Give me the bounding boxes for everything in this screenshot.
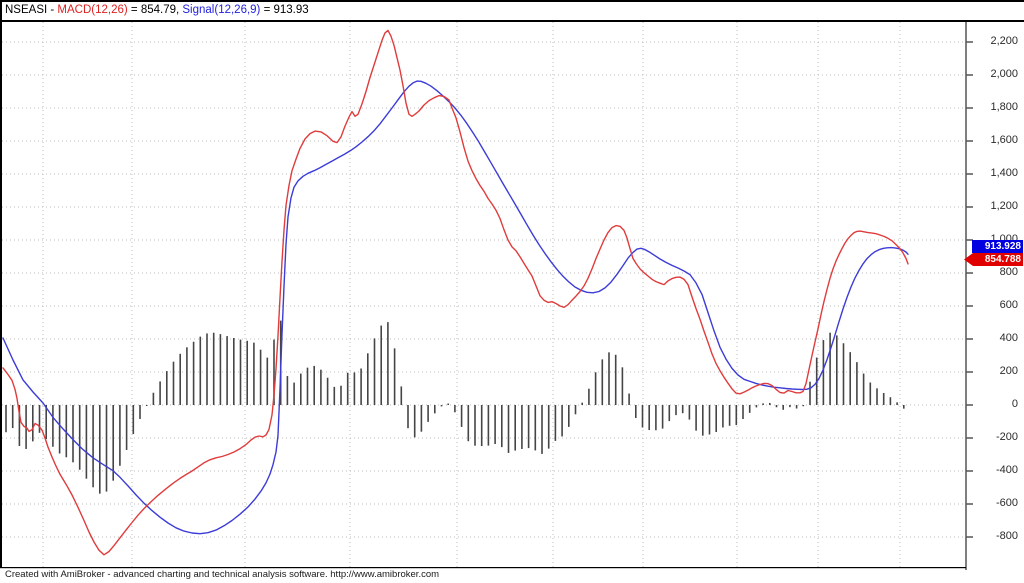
- y-axis-label: 0: [1011, 398, 1018, 410]
- y-axis-label: 1,400: [990, 167, 1018, 179]
- y-axis-label: -200: [995, 431, 1018, 443]
- y-axis-label: 2,200: [990, 35, 1018, 47]
- signal-label: Signal(12,26,9): [182, 4, 261, 16]
- amibroker-credit: Created with AmiBroker - advanced charti…: [5, 569, 440, 580]
- indicator-title: NSEASI - MACD(12,26) = 854.79, Signal(12…: [5, 4, 309, 16]
- macd-value: = 854.79,: [127, 4, 183, 16]
- y-axis-label: 2,000: [990, 68, 1018, 80]
- grid-layer: [2, 22, 966, 567]
- symbol-name: NSEASI -: [5, 4, 58, 16]
- histogram-layer: [5, 320, 905, 494]
- left-border: [0, 0, 2, 567]
- signal-line: [2, 80, 909, 535]
- y-axis-label: -800: [995, 530, 1018, 542]
- y-axis-label: 800: [999, 266, 1018, 278]
- y-axis-label: 1,800: [990, 101, 1018, 113]
- y-axis-label: 400: [999, 332, 1018, 344]
- y-axis-label: 200: [999, 365, 1018, 377]
- signal-value: = 913.93: [260, 4, 309, 16]
- footer-separator: [0, 567, 966, 569]
- title-separator: [0, 20, 1024, 22]
- macd-price-badge: 854.788: [964, 253, 1023, 266]
- y-axis-label: -600: [995, 497, 1018, 509]
- y-axis-label: -400: [995, 464, 1018, 476]
- y-axis-label: 600: [999, 299, 1018, 311]
- signal-price-badge: 913.928: [972, 240, 1023, 253]
- y-axis-label: 1,200: [990, 200, 1018, 212]
- y-axis-label: 1,600: [990, 134, 1018, 146]
- top-border: [0, 0, 1024, 2]
- macd-line: [2, 29, 909, 556]
- macd-label: MACD(12,26): [57, 4, 128, 16]
